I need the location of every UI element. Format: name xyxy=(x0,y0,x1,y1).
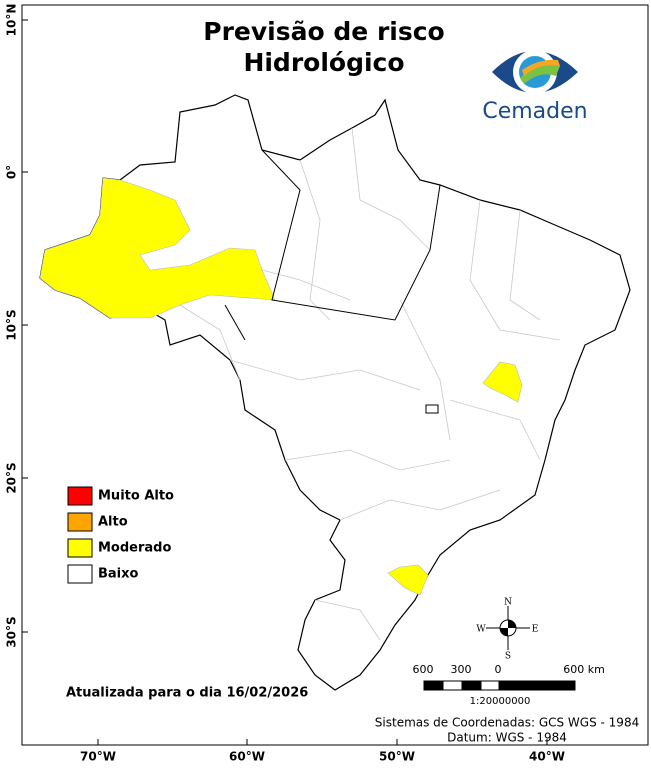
legend-swatch xyxy=(67,538,93,558)
region-lines xyxy=(179,127,561,641)
scale-label: 600 xyxy=(413,663,434,676)
lon-label: 40°W xyxy=(529,750,565,764)
legend-swatch xyxy=(67,512,93,532)
frame-ticks xyxy=(22,19,548,745)
compass-rose xyxy=(486,606,530,650)
country-outline xyxy=(39,94,631,691)
risk-area xyxy=(387,564,429,596)
coordinate-system: Sistemas de Coordenadas: GCS WGS - 1984 xyxy=(375,716,639,730)
compass-letter: E xyxy=(532,625,539,635)
lon-label: 70°W xyxy=(80,750,116,764)
logo-text: Cemaden xyxy=(482,99,587,124)
risk-area xyxy=(39,177,276,319)
update-date: Atualizada para o dia 16/02/2026 xyxy=(66,686,308,701)
map-title: Hidrológico xyxy=(243,48,404,77)
legend-swatch xyxy=(67,564,93,584)
lon-label: 60°W xyxy=(229,750,265,764)
logo-mark xyxy=(492,50,578,94)
lat-label: 0° xyxy=(5,165,19,179)
legend-label: Moderado xyxy=(98,541,171,556)
scale-label: 600 km xyxy=(563,663,605,676)
lat-label: 30°S xyxy=(5,616,19,647)
coordinate-system: Datum: WGS - 1984 xyxy=(447,731,567,745)
map-title: Previsão de risco xyxy=(203,17,444,46)
scale-bar xyxy=(423,680,576,691)
risk-area xyxy=(482,361,523,403)
compass-letter: W xyxy=(476,625,486,635)
lon-label: 50°W xyxy=(379,750,415,764)
compass-letter: N xyxy=(504,598,512,608)
legend-label: Muito Alto xyxy=(98,489,174,504)
legend-label: Alto xyxy=(98,515,128,530)
legend-label: Baixo xyxy=(98,567,139,582)
lat-label: 10°S xyxy=(5,309,19,340)
scale-label: 0 xyxy=(495,663,502,676)
scale-label: 300 xyxy=(451,663,472,676)
compass-letter: S xyxy=(505,652,511,662)
legend: Muito Alto Alto Moderado Baixo xyxy=(67,486,174,584)
scale-ratio: 1:20000000 xyxy=(470,696,531,707)
lat-label: 10°N xyxy=(5,4,19,37)
lat-label: 20°S xyxy=(5,462,19,493)
legend-swatch xyxy=(67,486,93,506)
state-lines xyxy=(224,149,441,414)
